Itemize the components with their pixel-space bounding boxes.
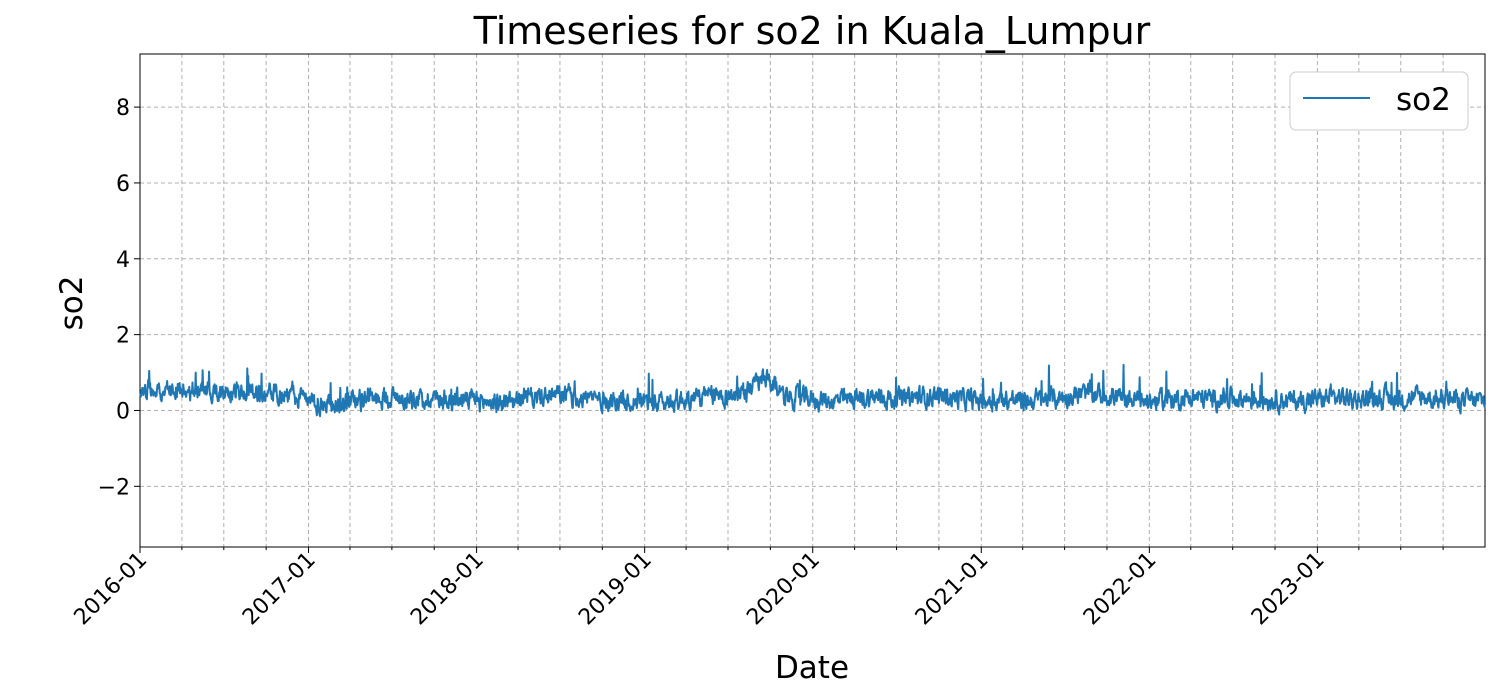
y-tick-label: 6 (116, 172, 130, 197)
y-tick-label: 8 (116, 96, 130, 121)
series-line-so2 (139, 363, 1486, 418)
y-axis: −2 0 2 4 6 8 (98, 96, 140, 500)
y-axis-label: so2 (54, 276, 90, 331)
x-axis-label: Date (775, 650, 849, 686)
y-tick-label: −2 (98, 475, 130, 500)
legend-box (1289, 71, 1469, 131)
y-tick-label: 4 (116, 248, 130, 273)
chart-title: Timeseries for so2 in Kuala_Lumpur (473, 9, 1151, 53)
grid (139, 54, 1485, 547)
y-tick-label: 0 (116, 399, 130, 424)
legend-label-so2: so2 (1396, 82, 1451, 118)
legend: so2 (1289, 71, 1469, 131)
y-tick-label: 2 (116, 324, 130, 349)
